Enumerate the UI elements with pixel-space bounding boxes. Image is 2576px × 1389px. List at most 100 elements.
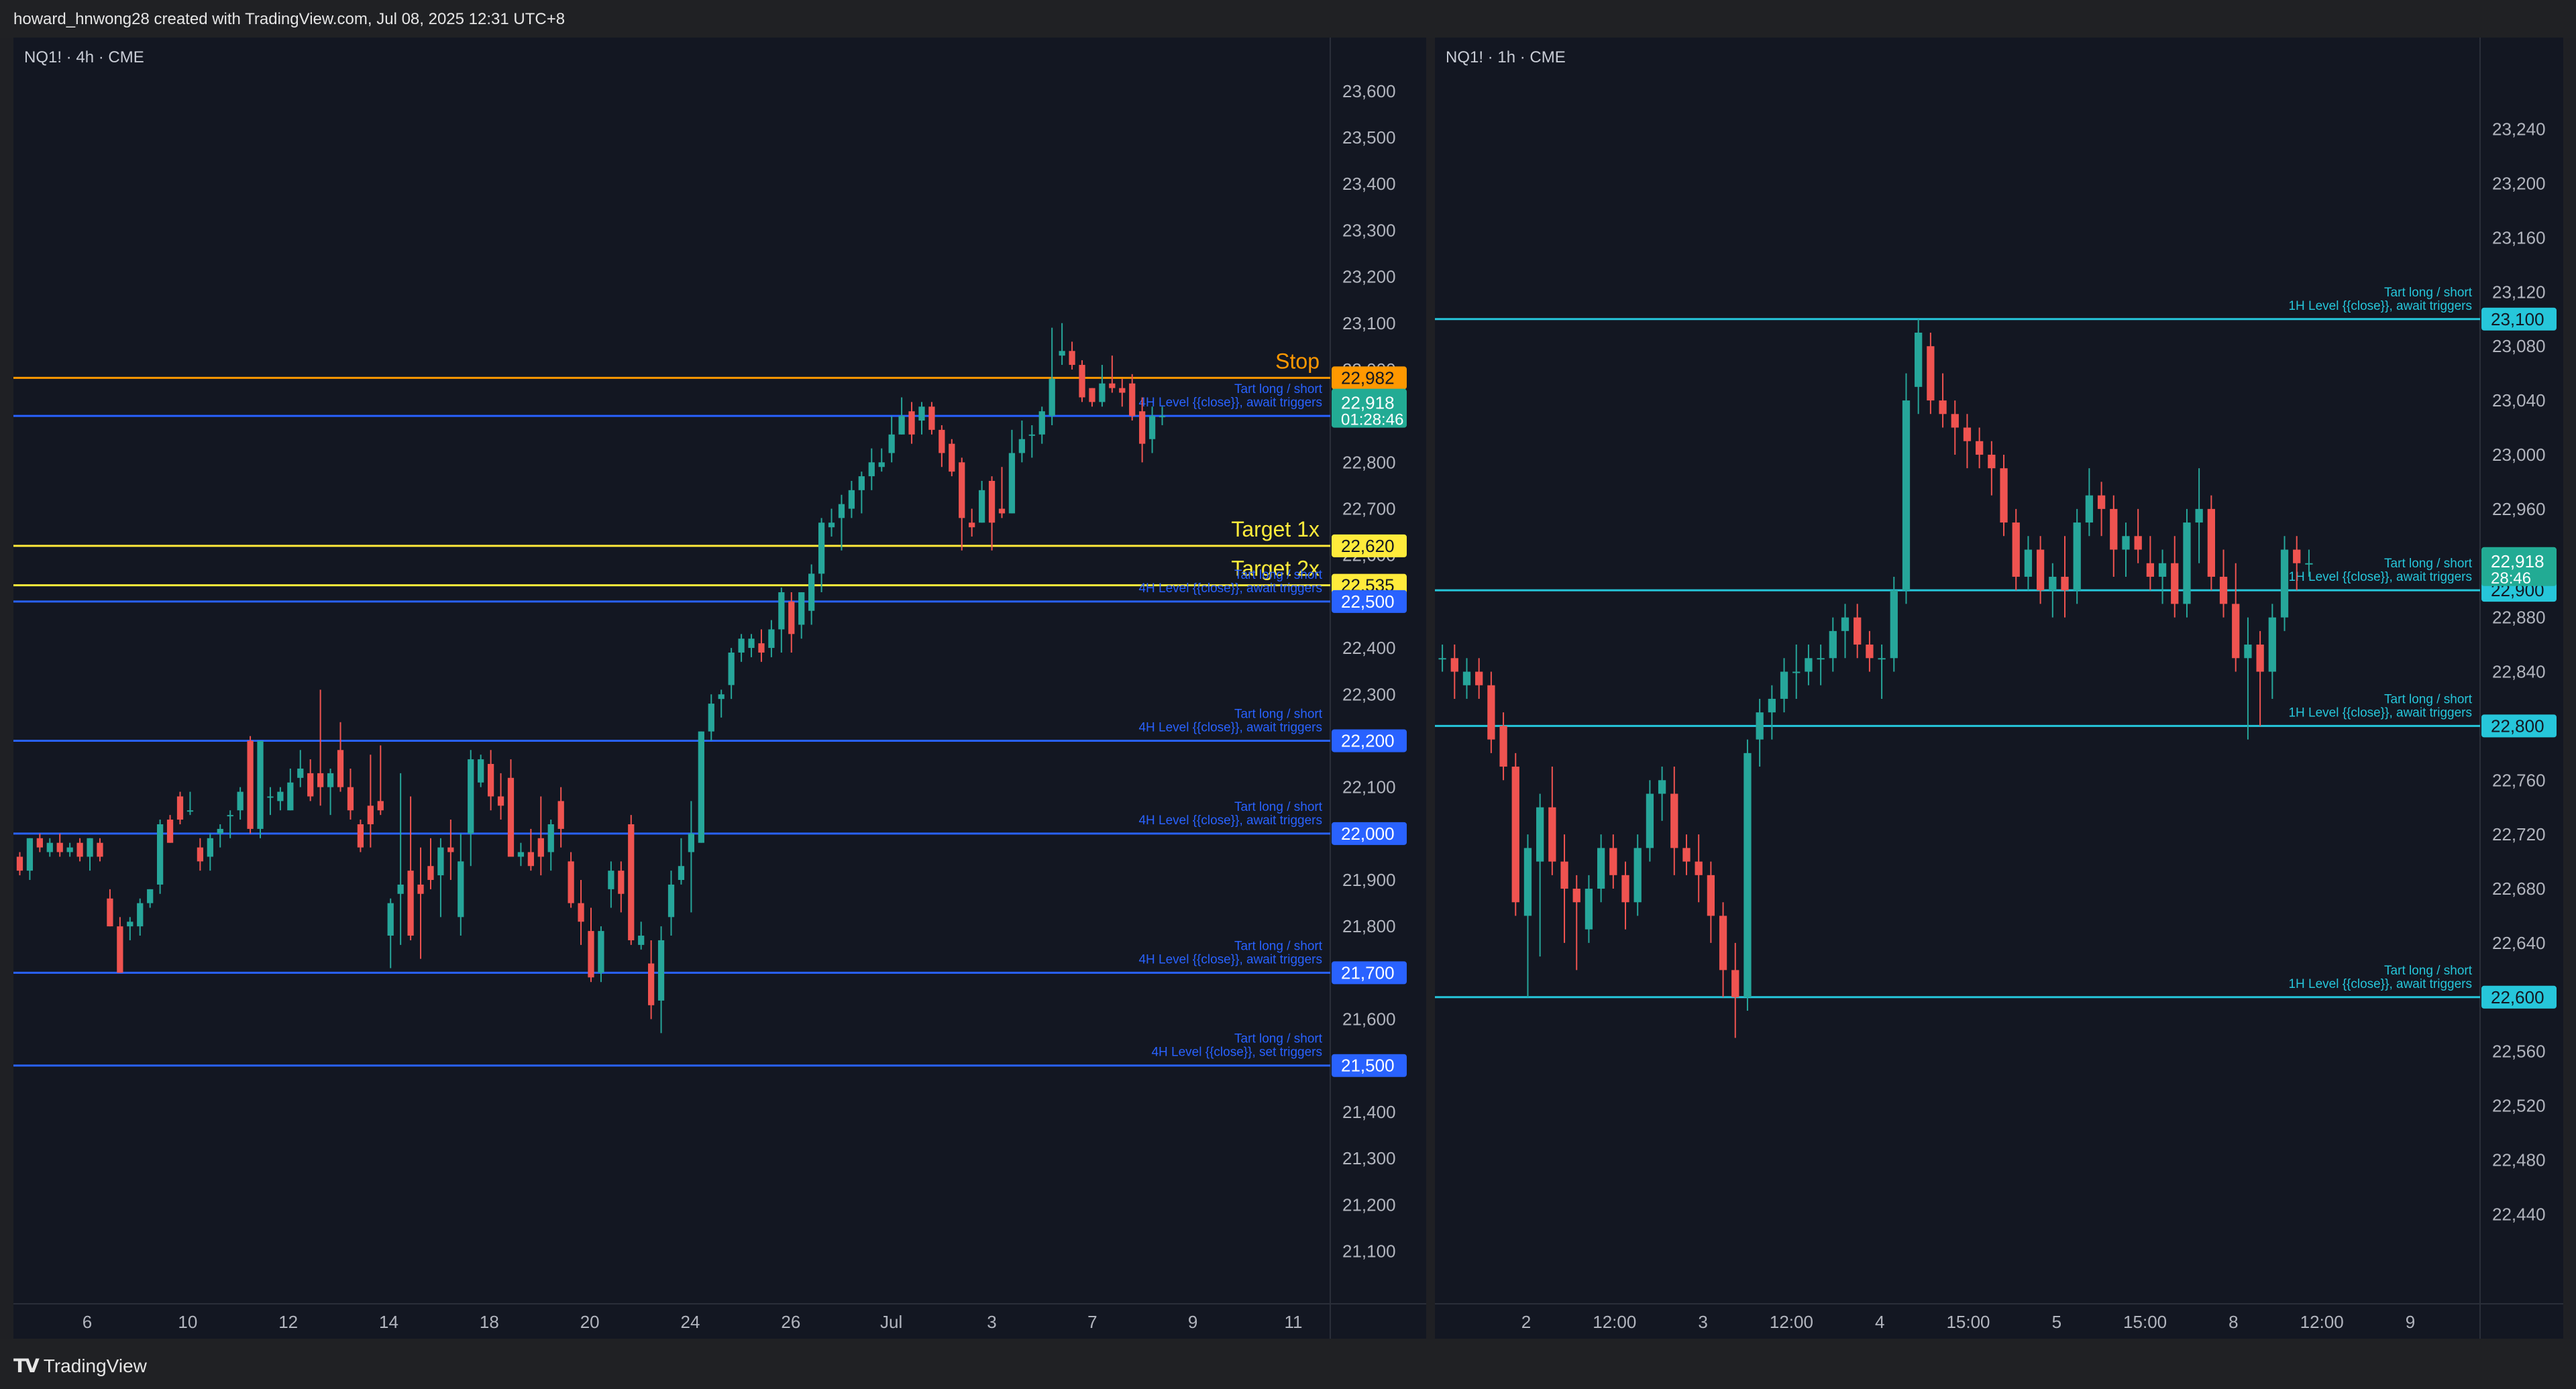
time-tick-label: 9	[1188, 1312, 1197, 1332]
chart-4h-svg[interactable]: 23,60023,50023,40023,30023,20023,10023,0…	[13, 38, 1426, 1339]
candle-body	[778, 592, 785, 630]
candle-body	[458, 861, 464, 918]
candle-body	[2024, 549, 2033, 577]
candle-body	[1682, 848, 1690, 862]
price-tick-label: 22,800	[1342, 452, 1396, 472]
candle-body	[547, 824, 554, 852]
price-tick-label: 22,400	[1342, 638, 1396, 658]
candle-body	[808, 573, 815, 611]
candle-body	[988, 481, 996, 523]
candle-body	[1079, 365, 1085, 398]
time-tick-label: 4	[1875, 1312, 1884, 1332]
candle-body	[698, 731, 704, 843]
candle-body	[1099, 383, 1106, 402]
price-tick-label: 22,840	[2492, 662, 2546, 682]
candle-body	[2293, 549, 2301, 563]
level-name-label: Target 2x	[1231, 557, 1320, 581]
candle-body	[1658, 780, 1666, 794]
candle-body	[1939, 400, 1947, 414]
candle-body	[628, 824, 635, 940]
level-note-line1: Tart long / short	[2384, 964, 2473, 978]
countdown-label: 28:46	[2491, 569, 2531, 588]
candle-body	[1805, 658, 1813, 672]
candle-body	[1927, 346, 1935, 401]
time-tick-label: 7	[1087, 1312, 1097, 1332]
candle-body	[497, 796, 504, 806]
price-tag-label: 22,800	[2491, 716, 2544, 736]
price-tick-label: 23,240	[2492, 119, 2546, 140]
candle-body	[918, 406, 925, 421]
candle-body	[1585, 889, 1593, 930]
candle-body	[26, 838, 34, 871]
price-tick-label: 21,900	[1342, 870, 1396, 890]
time-tick-label: 9	[2406, 1312, 2415, 1332]
candle-body	[868, 462, 875, 477]
price-tag	[1332, 822, 1407, 845]
candle-body	[1511, 767, 1519, 903]
candle-body	[1028, 434, 1035, 436]
chart-panel-1h[interactable]: 23,240 23,200 23,160 23,120 23,080 23,040 23,0…	[1435, 38, 2563, 1339]
chart-1h-svg[interactable]: 23,240 23,200 23,160 23,120 23,080 23,040 23,0…	[1435, 38, 2563, 1339]
candle-body	[708, 704, 714, 732]
candle-body	[1487, 685, 1495, 740]
price-tag-label: 22,982	[1341, 368, 1395, 388]
time-tick-label: 2	[1521, 1312, 1531, 1332]
chart-panel-4h[interactable]: 23,60023,50023,40023,30023,20023,10023,0…	[13, 38, 1426, 1339]
symbol-label-1h[interactable]: NQ1! · 1h · CME	[1446, 48, 1566, 66]
symbol-label-4h[interactable]: NQ1! · 4h · CME	[24, 48, 144, 66]
price-tag	[1332, 366, 1407, 390]
candle-body	[728, 652, 735, 685]
candle-body	[2219, 576, 2228, 604]
candle-body	[397, 884, 404, 894]
candle-body	[407, 871, 414, 936]
time-tick-label: 6	[83, 1312, 92, 1332]
candle-body	[437, 847, 444, 876]
candle-body	[317, 773, 324, 787]
candle-body	[2122, 536, 2130, 550]
level-name-label: Stop	[1275, 349, 1320, 373]
candle-body	[738, 638, 745, 653]
candle-body	[347, 787, 354, 811]
level-note-line2: 4H Level {{close}}, await triggers	[1138, 952, 1322, 966]
candle-body	[267, 796, 274, 798]
candle-body	[2000, 468, 2008, 523]
candle-body	[2183, 522, 2191, 604]
candle-body	[1560, 861, 1568, 889]
last-price-label: 22,918	[2491, 551, 2544, 571]
tradingview-logo[interactable]: 𝗧𝗩 TradingView	[13, 1355, 147, 1377]
candle-body	[1609, 848, 1617, 875]
candle-body	[2195, 508, 2203, 523]
candle-body	[1707, 875, 1715, 916]
candle-body	[1049, 378, 1055, 416]
candle-body	[657, 940, 665, 1001]
price-tick-label: 23,300	[1342, 220, 1396, 240]
candle-body	[1792, 671, 1801, 673]
candle-body	[387, 903, 394, 936]
candle-body	[1475, 671, 1483, 685]
price-tag-label: 22,500	[1341, 592, 1395, 612]
candle-body	[2256, 645, 2264, 672]
candle-body	[848, 490, 855, 509]
candle-body	[76, 842, 83, 857]
price-tick-label: 21,600	[1342, 1009, 1396, 1030]
candle-body	[487, 764, 494, 797]
candle-body	[1780, 671, 1788, 699]
price-tick-label: 23,120	[2492, 282, 2546, 302]
candle-body	[507, 777, 515, 857]
candle-body	[598, 931, 604, 973]
candle-body	[2134, 536, 2142, 550]
candle-body	[447, 847, 454, 852]
price-tick-label: 22,720	[2492, 824, 2546, 844]
candle-body	[1159, 416, 1166, 418]
candle-body	[1139, 411, 1146, 444]
candle-body	[1731, 970, 1739, 997]
candle-body	[998, 508, 1006, 514]
candle-body	[287, 782, 294, 811]
time-tick-label: 3	[987, 1312, 996, 1332]
candle-body	[1841, 617, 1849, 631]
candle-body	[468, 759, 474, 834]
candle-body	[2280, 549, 2289, 618]
level-note-line2: 1H Level {{close}}, await triggers	[2288, 570, 2472, 584]
level-name-label: Target 1x	[1231, 517, 1320, 541]
candle-body	[56, 842, 63, 852]
